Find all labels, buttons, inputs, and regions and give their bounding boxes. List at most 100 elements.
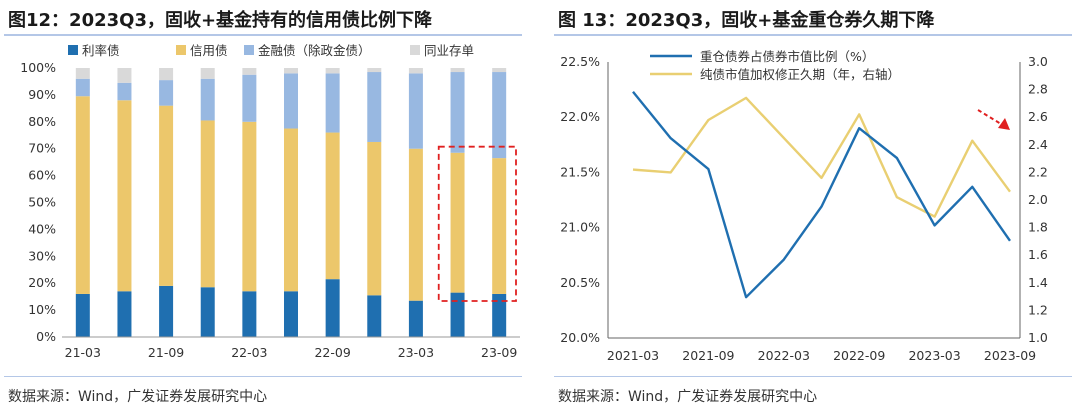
right-bottom-rule [554, 376, 1072, 377]
bar-segment-3 [450, 72, 465, 153]
bar-segment-2 [200, 120, 215, 288]
x-tick-label: 21-03 [65, 345, 101, 360]
x-tick-label: 2021-09 [682, 348, 734, 363]
y-tick-label: 80% [28, 114, 56, 129]
bar-segment-4 [159, 68, 174, 81]
left-y-tick-label: 20.5% [560, 275, 600, 290]
right-y-tick-label: 2.2 [1028, 164, 1048, 179]
bar-segment-1 [117, 291, 132, 337]
bar-segment-4 [325, 68, 340, 74]
bar-segment-2 [242, 121, 257, 292]
bar-segment-3 [75, 78, 90, 97]
bar-segment-1 [75, 293, 90, 337]
legend-swatch-4 [410, 45, 420, 55]
bar-segment-1 [450, 292, 465, 337]
stacked-bar-chart: 利率债 信用债 金融债（除政金债） 同业存单 0% 10% 20% 30% 40% 50% 60% 7… [20, 43, 520, 360]
bar-segment-2 [117, 100, 132, 292]
x-tick-label: 2022-09 [833, 348, 885, 363]
y-tick-label: 100% [20, 60, 56, 75]
x-tick-label: 2023-03 [908, 348, 960, 363]
series-line-1 [632, 91, 1011, 299]
legend-label-2: 纯债市值加权修正久期（年，右轴） [700, 67, 900, 82]
right-y-tick-label: 3.0 [1028, 54, 1048, 69]
left-title-rule [4, 34, 522, 36]
left-chart-title: 图12：2023Q3，固收+基金持有的信用债比例下降 [8, 10, 433, 31]
x-tick-label: 2021-03 [607, 348, 659, 363]
right-title-rule [554, 34, 1072, 36]
legend-label-1: 利率债 [82, 43, 120, 58]
bar-segment-1 [159, 285, 174, 337]
bar-segment-3 [117, 82, 132, 101]
dual-axis-line-chart: 20.0% 20.5% 21.0% 21.5% 22.0% 22.5% 1.0 1.2 1.4 1… [560, 49, 1048, 363]
right-y-tick-label: 2.8 [1028, 82, 1048, 97]
bar-segment-4 [200, 68, 215, 79]
right-y-tick-label: 1.6 [1028, 247, 1048, 262]
y-tick-label: 40% [28, 221, 56, 236]
right-y-tick-label: 1.0 [1028, 330, 1048, 345]
x-tick-label: 22-03 [231, 345, 267, 360]
bar-segment-4 [117, 68, 132, 83]
right-y-tick-label: 1.2 [1028, 302, 1048, 317]
bar-segment-1 [408, 300, 423, 337]
bar-segment-4 [284, 68, 298, 74]
bar-segment-2 [284, 128, 298, 292]
bar-segment-2 [492, 158, 507, 294]
x-tick-label: 22-09 [314, 345, 350, 360]
x-tick-label: 2022-03 [758, 348, 810, 363]
legend-label-3: 金融债（除政金债） [258, 43, 371, 58]
bar-segment-3 [242, 74, 257, 122]
left-y-tick-label: 20.0% [560, 330, 600, 345]
left-y-tick-label: 22.0% [560, 109, 600, 124]
bar-segment-1 [325, 279, 340, 337]
annotation-arrow-head [998, 118, 1010, 130]
left-y-tick-label: 21.0% [560, 220, 600, 235]
bar-segment-3 [284, 73, 298, 129]
y-tick-label: 60% [28, 168, 56, 183]
legend-swatch-3 [244, 45, 254, 55]
bar-segment-2 [159, 105, 174, 286]
y-tick-label: 20% [28, 275, 56, 290]
y-tick-label: 30% [28, 248, 56, 263]
bar-segment-4 [408, 68, 423, 74]
bar-segment-2 [367, 141, 382, 296]
left-y-tick-label: 22.5% [560, 54, 600, 69]
bar-segment-2 [325, 132, 340, 280]
x-tick-label: 21-09 [148, 345, 184, 360]
annotation-arrow-shaft [977, 109, 1007, 128]
legend-label-2: 信用债 [190, 43, 228, 58]
bar-segment-3 [159, 80, 174, 106]
bar-segment-1 [492, 293, 507, 337]
right-y-tick-label: 1.8 [1028, 220, 1048, 235]
bar-segment-4 [242, 68, 257, 75]
bar-segment-1 [200, 287, 215, 337]
right-y-tick-label: 2.0 [1028, 192, 1048, 207]
y-tick-label: 0% [36, 329, 56, 344]
y-tick-label: 50% [28, 195, 56, 210]
legend-swatch-1 [68, 45, 78, 55]
left-source-note: 数据来源：Wind，广发证券发展研究中心 [8, 389, 268, 405]
legend-swatch-2 [176, 45, 186, 55]
series-line-2 [632, 96, 1011, 218]
right-chart-title: 图 13：2023Q3，固收+基金重仓券久期下降 [558, 10, 935, 31]
bar-segment-3 [408, 73, 423, 149]
right-chart-panel: 图 13：2023Q3，固收+基金重仓券久期下降 20.0% 20.5% 21.0%… [550, 0, 1080, 417]
bar-segment-1 [367, 295, 382, 337]
bar-segment-4 [492, 68, 507, 73]
bar-segment-2 [75, 96, 90, 294]
left-chart-panel: 图12：2023Q3，固收+基金持有的信用债比例下降 利率债 信用债 金融债（除政金… [0, 0, 530, 417]
x-tick-label: 23-03 [398, 345, 434, 360]
bar-segment-3 [200, 78, 215, 121]
y-tick-label: 90% [28, 87, 56, 102]
right-source-note: 数据来源：Wind，广发证券发展研究中心 [558, 389, 818, 405]
left-y-tick-label: 21.5% [560, 164, 600, 179]
y-tick-label: 70% [28, 141, 56, 156]
bar-segment-4 [367, 68, 382, 73]
bar-segment-4 [75, 68, 90, 79]
bar-segment-3 [325, 73, 340, 133]
bar-segment-2 [450, 152, 465, 293]
legend-label-1: 重仓债券占债券市值比例（%） [700, 49, 874, 64]
bar-segment-1 [284, 291, 298, 337]
legend-label-4: 同业存单 [424, 43, 474, 58]
bar-segment-4 [450, 68, 465, 73]
x-tick-label: 23-09 [481, 345, 517, 360]
